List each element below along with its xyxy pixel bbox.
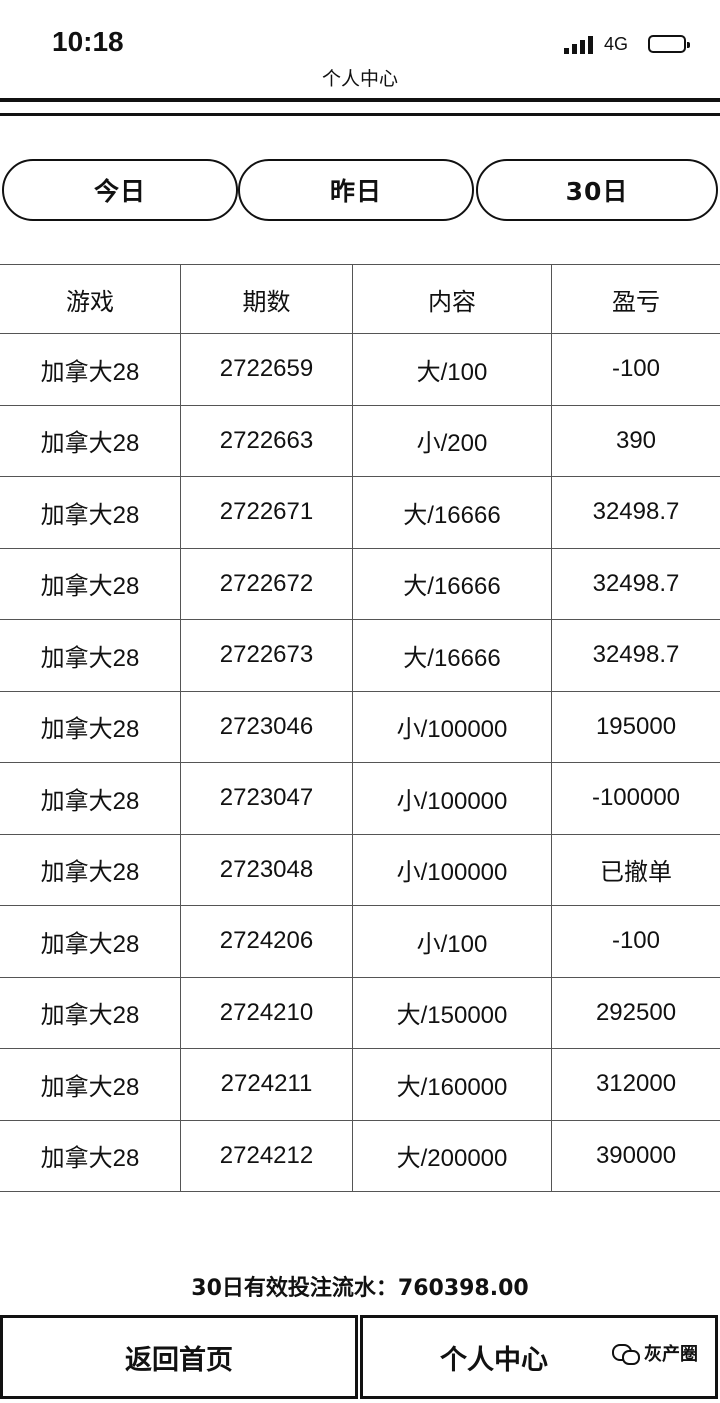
cell-period: 2723046 xyxy=(181,691,353,762)
table-row: 加拿大28 2724212 大/200000 390000 xyxy=(0,1120,720,1192)
cell-game: 加拿大28 xyxy=(0,906,181,977)
wechat-icon xyxy=(612,1342,640,1365)
cell-content: 大/16666 xyxy=(353,548,552,619)
cell-profit: -100000 xyxy=(591,784,681,812)
cell-profit: -100 xyxy=(611,355,661,383)
column-header-game: 游戏 xyxy=(0,265,181,333)
cell-period: 2723047 xyxy=(181,763,353,834)
bet-records-table: 游戏 期数 内容 盈亏 加拿大28 2722659 大/100 -100 加拿大28 27… xyxy=(0,264,720,1192)
cell-game: 加拿大28 xyxy=(0,620,181,691)
date-range-tabs: 今日 昨日 30日 xyxy=(0,159,720,223)
cell-content: 大/16666 xyxy=(353,477,552,548)
cell-content: 大/150000 xyxy=(353,977,552,1048)
cell-content: 小/100000 xyxy=(353,763,552,834)
cell-period: 2722663 xyxy=(181,405,353,476)
column-header-content: 内容 xyxy=(353,265,552,333)
page-title: 个人中心 xyxy=(321,68,398,90)
table-row: 加拿大28 2722672 大/16666 32498.7 xyxy=(0,548,720,620)
cell-content: 大/16666 xyxy=(353,620,552,691)
status-time: 10:18 xyxy=(52,26,124,57)
cell-period: 2723048 xyxy=(181,834,353,905)
cell-profit: 32498.7 xyxy=(592,641,680,669)
cell-content: 小/100000 xyxy=(353,691,552,762)
cell-period: 2724211 xyxy=(181,1049,353,1120)
table-row: 加拿大28 2722659 大/100 -100 xyxy=(0,334,720,406)
table-header: 游戏 期数 内容 盈亏 xyxy=(0,264,720,334)
cell-profit: -100 xyxy=(611,927,661,955)
tab-30-days[interactable]: 30日 xyxy=(476,159,718,221)
cell-period: 2722671 xyxy=(181,477,353,548)
cell-game: 加拿大28 xyxy=(0,405,181,476)
cell-period: 2722673 xyxy=(181,620,353,691)
table-row: 加拿大28 2722663 小/200 390 xyxy=(0,405,720,477)
profile-button[interactable]: 个人中心 xyxy=(360,1315,718,1399)
table-row: 加拿大28 2724206 小/100 -100 xyxy=(0,906,720,978)
tab-today[interactable]: 今日 xyxy=(2,159,238,221)
back-home-button[interactable]: 返回首页 xyxy=(0,1315,358,1399)
table-row: 加拿大28 2722673 大/16666 32498.7 xyxy=(0,620,720,692)
cell-game: 加拿大28 xyxy=(0,1049,181,1120)
tab-yesterday[interactable]: 昨日 xyxy=(238,159,474,221)
network-type: 4G xyxy=(604,34,629,54)
bottom-nav: 返回首页 个人中心 xyxy=(0,1315,720,1403)
cell-period: 2724210 xyxy=(181,977,353,1048)
turnover-value: 760398.00 xyxy=(397,1276,529,1301)
signal-icon xyxy=(564,34,600,54)
header-divider-secondary xyxy=(0,113,720,116)
table-row: 加拿大28 2723047 小/100000 -100000 xyxy=(0,763,720,835)
turnover-label: 30日有效投注流水： xyxy=(191,1276,398,1301)
cell-content: 大/160000 xyxy=(353,1049,552,1120)
cell-profit: 32498.7 xyxy=(592,569,680,597)
battery-icon xyxy=(648,35,690,53)
cell-content: 小/200 xyxy=(353,405,552,476)
table-row: 加拿大28 2723046 小/100000 195000 xyxy=(0,691,720,763)
table-body: 加拿大28 2722659 大/100 -100 加拿大28 2722663 小/200 39… xyxy=(0,334,720,1192)
cell-profit: 292500 xyxy=(595,998,677,1026)
cell-content: 大/200000 xyxy=(353,1120,552,1191)
table-row: 加拿大28 2723048 小/100000 已撤单 xyxy=(0,834,720,906)
cell-profit: 195000 xyxy=(595,712,677,740)
cell-profit: 312000 xyxy=(595,1070,677,1098)
cell-profit: 390 xyxy=(615,426,657,454)
cell-content: 大/100 xyxy=(353,334,552,405)
cell-game: 加拿大28 xyxy=(0,763,181,834)
cell-content: 小/100 xyxy=(353,906,552,977)
cell-game: 加拿大28 xyxy=(0,1120,181,1191)
cell-period: 2722672 xyxy=(181,548,353,619)
column-header-profit: 盈亏 xyxy=(612,288,660,316)
table-row: 加拿大28 2724211 大/160000 312000 xyxy=(0,1049,720,1121)
cell-period: 2724206 xyxy=(181,906,353,977)
status-bar: 10:18 4G xyxy=(0,0,720,70)
cell-profit: 390000 xyxy=(595,1141,677,1169)
cell-game: 加拿大28 xyxy=(0,691,181,762)
column-header-period: 期数 xyxy=(181,265,353,333)
cell-game: 加拿大28 xyxy=(0,334,181,405)
profile-button-label: 个人中心 xyxy=(440,1344,548,1376)
table-row: 加拿大28 2722671 大/16666 32498.7 xyxy=(0,477,720,549)
header-divider xyxy=(0,98,720,102)
watermark: 灰产圈 xyxy=(612,1340,698,1366)
watermark-text: 灰产圈 xyxy=(644,1344,698,1365)
cell-period: 2722659 xyxy=(181,334,353,405)
cell-profit: 已撤单 xyxy=(600,859,672,887)
cell-period: 2724212 xyxy=(181,1120,353,1191)
cell-game: 加拿大28 xyxy=(0,834,181,905)
table-row: 加拿大28 2724210 大/150000 292500 xyxy=(0,977,720,1049)
cell-game: 加拿大28 xyxy=(0,548,181,619)
turnover-summary: 30日有效投注流水：760398.00 xyxy=(0,1270,720,1302)
cell-game: 加拿大28 xyxy=(0,477,181,548)
cell-profit: 32498.7 xyxy=(592,498,680,526)
cell-content: 小/100000 xyxy=(353,834,552,905)
cell-game: 加拿大28 xyxy=(0,977,181,1048)
